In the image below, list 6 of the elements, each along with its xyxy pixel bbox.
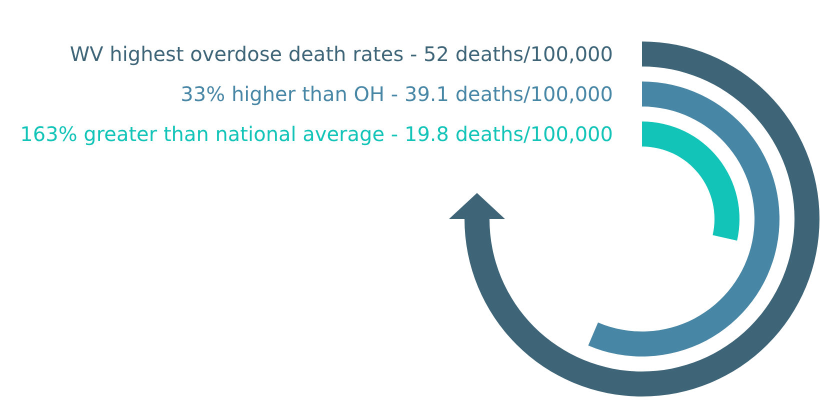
data-label: 39.1 deaths/100,000 (404, 82, 613, 106)
category-label: 33% higher than OH - (180, 82, 398, 106)
category-label: WV highest overdose death rates - (70, 42, 418, 66)
category-label: 163% greater than national average - (20, 122, 398, 146)
data-label: 52 deaths/100,000 (424, 42, 613, 66)
data-label: 19.8 deaths/100,000 (404, 122, 613, 146)
